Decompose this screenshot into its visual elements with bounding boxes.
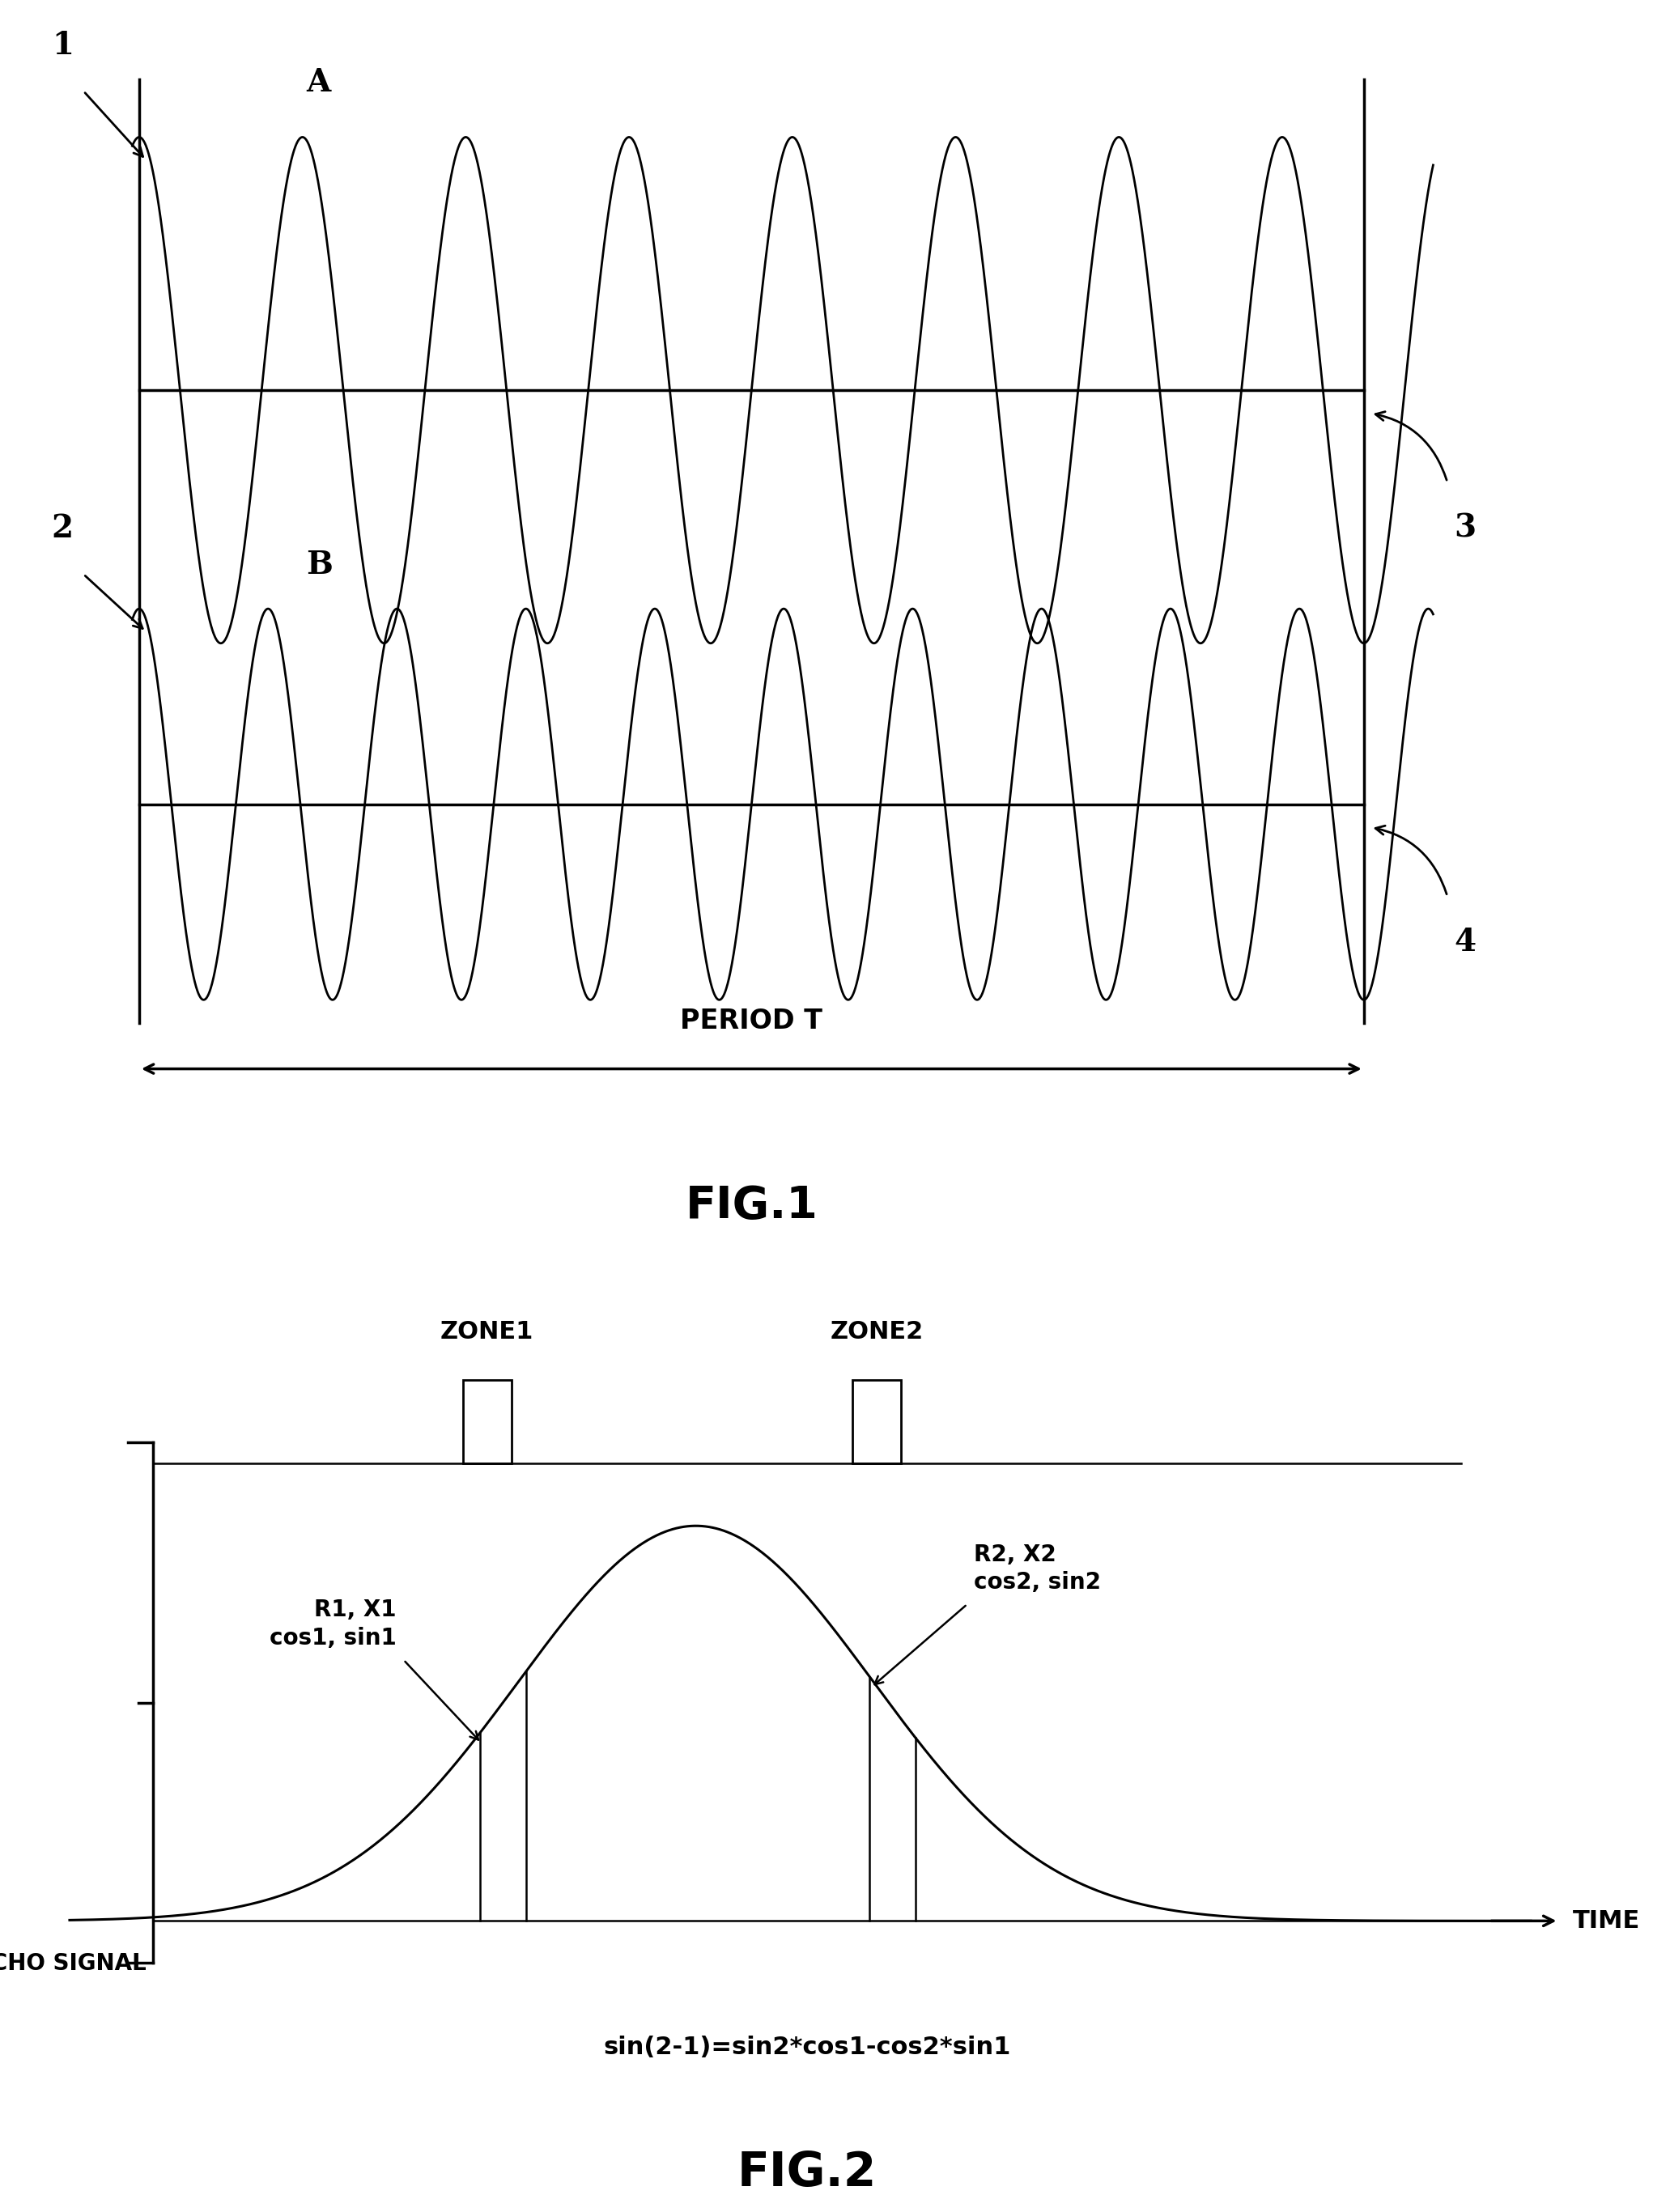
Text: R2, X2
cos2, sin2: R2, X2 cos2, sin2 xyxy=(974,1544,1101,1595)
Bar xyxy=(463,1380,511,1464)
Text: 1: 1 xyxy=(52,29,73,60)
Text: A: A xyxy=(306,66,331,97)
Text: TIME: TIME xyxy=(1573,1909,1640,1933)
Text: ECHO SIGNAL: ECHO SIGNAL xyxy=(0,1953,147,1975)
Text: ZONE1: ZONE1 xyxy=(441,1321,534,1345)
Text: sin(2-1)=sin2*cos1-cos2*sin1: sin(2-1)=sin2*cos1-cos2*sin1 xyxy=(603,2035,1010,2059)
Bar xyxy=(852,1380,902,1464)
Text: 2: 2 xyxy=(52,513,73,544)
Text: R1, X1
cos1, sin1: R1, X1 cos1, sin1 xyxy=(271,1599,397,1650)
Text: 4: 4 xyxy=(1455,927,1476,958)
Text: B: B xyxy=(306,551,332,582)
Text: 3: 3 xyxy=(1455,513,1476,544)
Text: ZONE2: ZONE2 xyxy=(830,1321,924,1345)
Text: FIG.1: FIG.1 xyxy=(685,1183,818,1228)
Text: PERIOD T: PERIOD T xyxy=(680,1009,823,1035)
Text: FIG.2: FIG.2 xyxy=(738,2150,877,2197)
